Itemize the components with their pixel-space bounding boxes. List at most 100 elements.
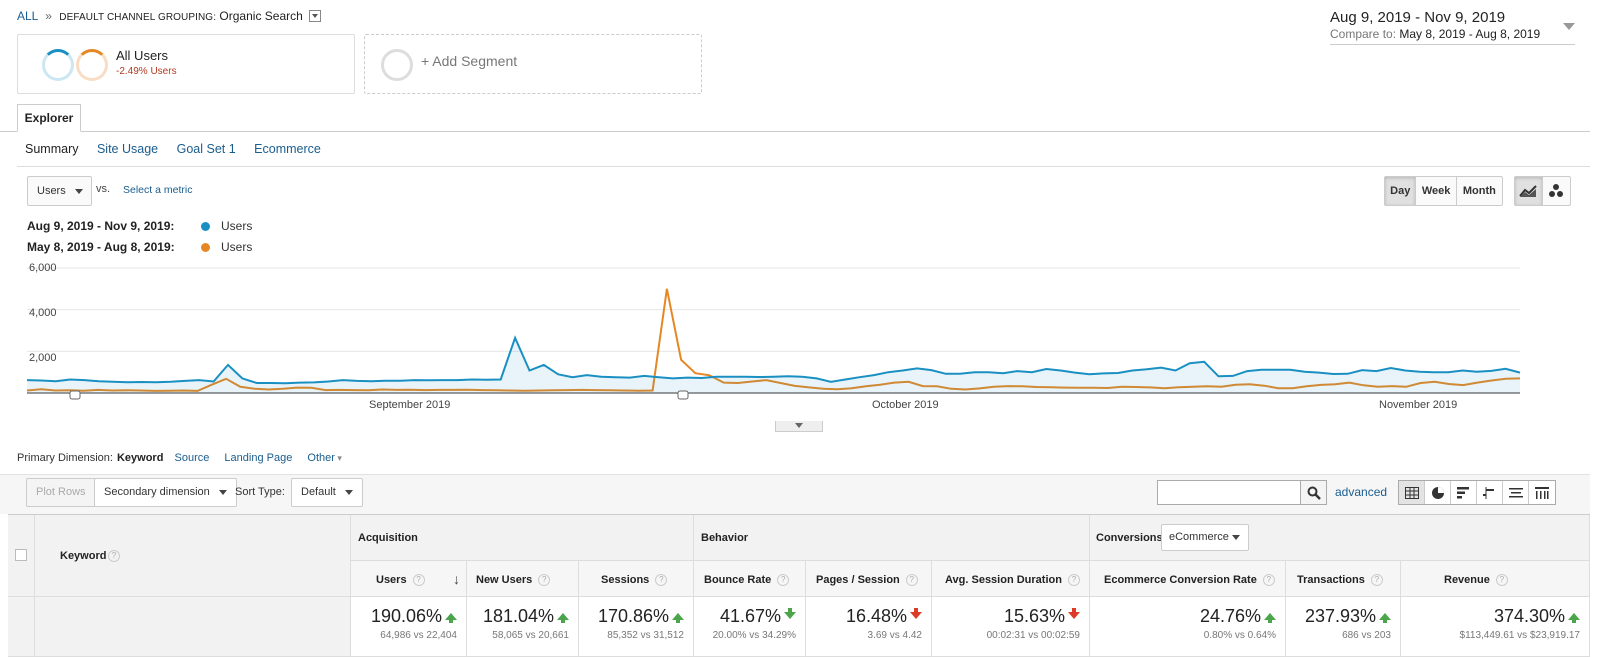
add-segment-button[interactable]: + Add Segment [364, 34, 702, 94]
subtab-summary[interactable]: Summary [25, 142, 79, 156]
total-percent-change: 374.30% [1493, 606, 1565, 626]
total-percent-change: 16.48% [845, 606, 907, 626]
channel-grouping-dropdown[interactable] [309, 9, 322, 22]
comparison-view-button[interactable] [1477, 481, 1503, 504]
column-header-avg-session-duration[interactable]: Avg. Session DurationAvg. Session Durati… [932, 561, 1090, 597]
help-icon[interactable]: ? [538, 574, 551, 587]
total-comparison: 3.69 vs 4.42 [867, 630, 922, 641]
column-header-revenue[interactable]: RevenueRevenue? [1401, 561, 1590, 597]
help-icon[interactable]: ? [108, 550, 120, 562]
secondary-dimension-select[interactable]: Secondary dimension [94, 478, 237, 507]
total-cell: 190.06% 64,986 vs 22,404 [351, 597, 467, 657]
performance-view-button[interactable] [1451, 481, 1477, 504]
segment-ring-icon [42, 49, 74, 81]
metric-select[interactable]: Users [27, 176, 92, 206]
month-button[interactable]: Month [1462, 185, 1496, 197]
column-header-users[interactable]: UsersUsers? ↓ [351, 561, 467, 597]
legend-previous-metric: Users [221, 240, 253, 254]
help-icon[interactable]: ? [905, 574, 918, 587]
total-cell: 237.93% 686 vs 203 [1286, 597, 1401, 657]
total-comparison: 58,065 vs 20,661 [492, 630, 569, 641]
column-header-ecommerce-conversion-rate[interactable]: Ecommerce Conversion RateEcommerce Conve… [1090, 561, 1286, 597]
column-header-ghost: Revenue [1444, 574, 1490, 586]
total-cell: 16.48% 3.69 vs 4.42 [806, 597, 932, 657]
total-percent-change: 181.04% [482, 606, 554, 626]
table-search-input[interactable] [1157, 480, 1327, 505]
total-comparison: 85,352 vs 31,512 [607, 630, 684, 641]
pivot-icon [1535, 486, 1549, 499]
column-header-ghost: Users [376, 574, 407, 586]
arrow-up-icon [1264, 613, 1276, 623]
total-comparison: 0.80% vs 0.64% [1203, 630, 1276, 641]
conversions-goal-select[interactable]: eCommerce [1161, 524, 1249, 551]
data-view-button[interactable] [1399, 481, 1425, 504]
column-header-help-wrap: Ecommerce Conversion Rate? [1104, 574, 1275, 587]
legend-previous: May 8, 2019 - Aug 8, 2019: Users [27, 240, 252, 254]
users-line-chart[interactable] [0, 260, 1600, 420]
bubble-chart-icon [1549, 184, 1564, 197]
column-header-sessions[interactable]: SessionsSessions? [579, 561, 694, 597]
column-header-help-wrap: New Users? [476, 574, 551, 587]
add-segment-label: + Add Segment [421, 53, 518, 69]
legend-current-metric: Users [221, 219, 253, 233]
breadcrumb-separator: » [45, 9, 52, 23]
select-all-checkbox[interactable] [15, 549, 27, 561]
column-header-transactions[interactable]: TransactionsTransactions? [1286, 561, 1401, 597]
help-icon[interactable]: ? [777, 574, 790, 587]
help-icon[interactable]: ? [1262, 574, 1275, 587]
week-button[interactable]: Week [1416, 177, 1457, 205]
tab-explorer[interactable]: Explorer [17, 104, 81, 132]
line-chart-button[interactable] [1515, 177, 1543, 205]
collapse-chart-button[interactable] [775, 421, 823, 432]
search-button[interactable] [1300, 480, 1327, 505]
subtab-divider [17, 166, 1590, 167]
legend-current: Aug 9, 2019 - Nov 9, 2019: Users [27, 219, 252, 233]
column-header-ghost: Avg. Session Duration [945, 574, 1062, 586]
subtab-ecommerce[interactable]: Ecommerce [254, 142, 321, 156]
segment-change: -2.49% Users [116, 66, 177, 77]
total-percent-change: 24.76% [1199, 606, 1261, 626]
help-icon[interactable]: ? [655, 574, 668, 587]
dimension-keyword[interactable]: Keyword [116, 452, 164, 464]
breadcrumb-all-link[interactable]: ALL [17, 9, 38, 23]
total-cell: 374.30% $113,449.61 vs $23,919.17 [1401, 597, 1590, 657]
sort-type-select[interactable]: Default [291, 478, 363, 507]
segment-all-users[interactable]: All Users -2.49% Users [17, 34, 355, 94]
series-line-current[interactable] [26, 335, 1521, 385]
pie-view-button[interactable] [1425, 481, 1451, 504]
line-chart-icon [1519, 185, 1537, 197]
total-comparison: 20.00% vs 34.29% [712, 630, 796, 641]
select-metric-link[interactable]: Select a metric [123, 184, 193, 196]
column-header-pages-session[interactable]: Pages / SessionPages / Session? [806, 561, 932, 597]
motion-chart-button[interactable] [1543, 177, 1570, 205]
term-cloud-button[interactable] [1503, 481, 1529, 504]
help-icon[interactable]: ? [1067, 574, 1080, 587]
dimension-source[interactable]: Source [174, 452, 210, 464]
keyword-header[interactable]: Keyword ? [35, 515, 351, 597]
arrow-down-icon [1068, 608, 1080, 619]
help-icon[interactable]: ? [1370, 574, 1383, 587]
column-header-bounce-rate[interactable]: Bounce RateBounce Rate? [694, 561, 806, 597]
series-area-current [27, 337, 1520, 393]
annotation-marker-icon[interactable] [677, 390, 689, 400]
day-button[interactable]: Day [1385, 177, 1417, 205]
dimension-landing-page[interactable]: Landing Page [224, 452, 293, 464]
help-icon[interactable]: ? [412, 574, 425, 587]
behavior-label: Behavior [701, 532, 749, 544]
annotation-marker-icon[interactable] [69, 390, 81, 400]
tab-divider [0, 131, 1590, 132]
series-line-previous[interactable] [26, 288, 1521, 392]
legend-previous-range: May 8, 2019 - Aug 8, 2019: [27, 240, 175, 254]
help-icon[interactable]: ? [1495, 574, 1508, 587]
dimension-other[interactable]: Other [307, 452, 342, 464]
advanced-filter-link[interactable]: advanced [1335, 485, 1388, 499]
explorer-subtabs: Summary Site Usage Goal Set 1 Ecommerce [25, 142, 336, 156]
subtab-site-usage[interactable]: Site Usage [96, 142, 159, 156]
date-range-picker[interactable]: Aug 9, 2019 - Nov 9, 2019 Compare to: Ma… [1330, 9, 1575, 45]
legend-current-dot [201, 222, 210, 231]
pivot-view-button[interactable] [1529, 481, 1555, 504]
column-header-new-users[interactable]: New UsersNew Users? [467, 561, 579, 597]
acquisition-label: Acquisition [358, 532, 418, 544]
plot-rows-button[interactable]: Plot Rows [26, 478, 96, 507]
subtab-goal-set-1[interactable]: Goal Set 1 [176, 142, 236, 156]
